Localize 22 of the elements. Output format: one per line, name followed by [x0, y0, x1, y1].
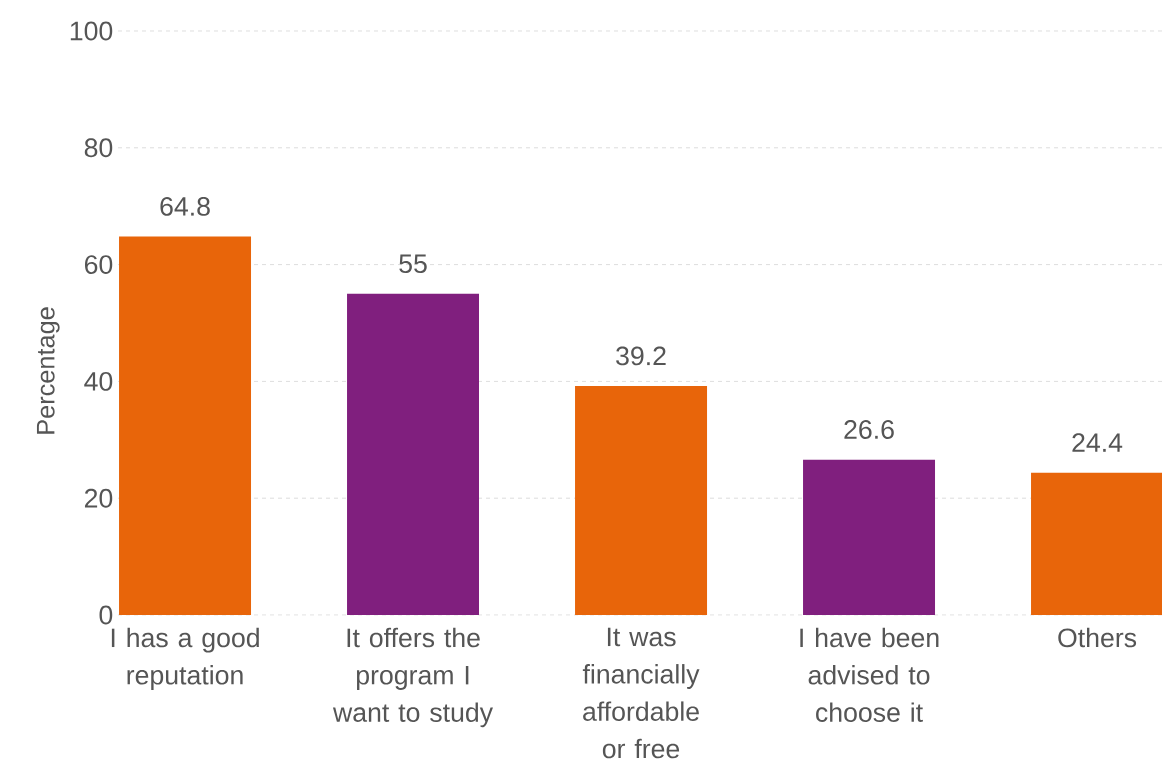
y-tick-label: 0 — [99, 605, 113, 625]
y-tick-label: 40 — [84, 371, 113, 391]
bar — [575, 386, 708, 615]
bar — [1031, 472, 1162, 615]
bar — [803, 459, 936, 615]
y-axis-title: Percentage — [36, 307, 60, 434]
data-label: 26.6 — [844, 420, 894, 439]
data-label: 55 — [399, 254, 427, 274]
x-tick-label: Others — [1058, 627, 1137, 648]
x-tick-label: It was financially affordable or free — [582, 627, 700, 759]
data-label: 64.8 — [160, 196, 210, 216]
x-tick-label: I have been advised to choose it — [800, 627, 939, 722]
y-tick-label: 100 — [70, 21, 113, 41]
y-tick-label: 20 — [84, 488, 113, 508]
x-tick-label: I has a good reputation — [111, 627, 259, 690]
data-label: 24.4 — [1072, 433, 1123, 452]
data-label: 39.2 — [616, 346, 666, 366]
bar — [119, 236, 252, 615]
x-tick-label: It offers the program I want to study — [332, 627, 493, 728]
y-tick-label: 80 — [84, 138, 113, 158]
y-tick-label: 60 — [84, 255, 113, 275]
bar — [347, 293, 480, 615]
